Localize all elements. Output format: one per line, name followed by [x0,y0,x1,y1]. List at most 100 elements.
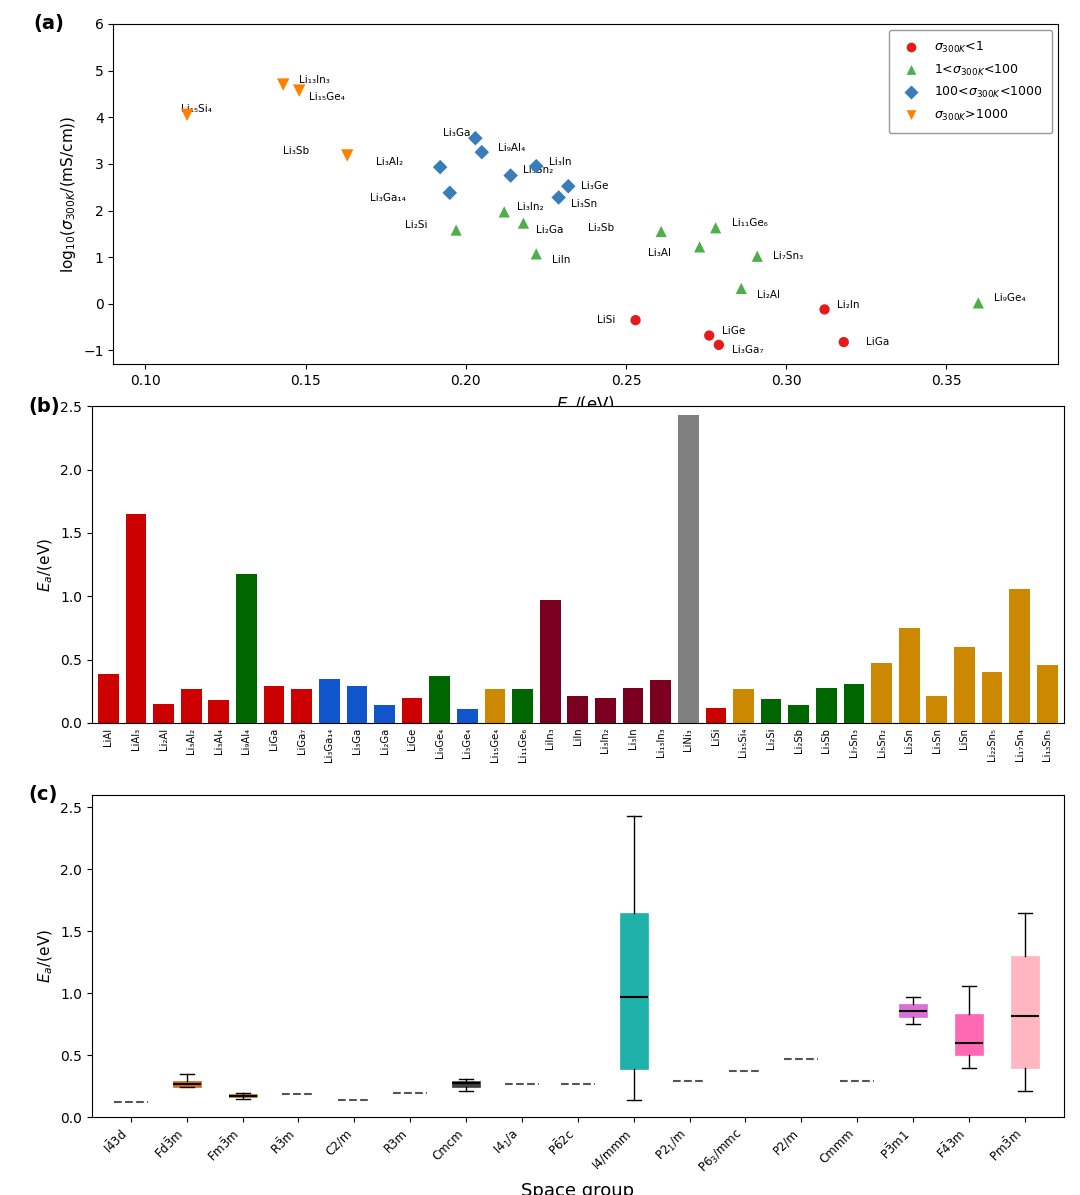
Bar [705,707,726,723]
Y-axis label: log$_{10}$($\sigma_{300K}$/(mS/cm)): log$_{10}$($\sigma_{300K}$/(mS/cm)) [58,116,78,272]
Text: Li₉Al₄: Li₉Al₄ [498,142,525,153]
PathPatch shape [955,1015,983,1055]
Bar [319,679,339,723]
Point [707,219,725,238]
Bar [595,698,616,723]
Bar [208,700,229,723]
PathPatch shape [173,1081,201,1086]
Text: Li₃In₂: Li₃In₂ [517,202,543,213]
Text: Li₂Ga: Li₂Ga [537,225,564,235]
Point [339,146,356,165]
Point [559,177,577,196]
Bar [125,514,146,723]
PathPatch shape [620,913,648,1068]
Text: LiGe: LiGe [723,326,745,336]
Bar [180,688,202,723]
Point [970,293,987,312]
Bar [457,709,477,723]
Text: (a): (a) [33,13,64,32]
Point [441,183,458,202]
Point [691,238,708,257]
Text: Li₁₅Ge₄: Li₁₅Ge₄ [309,92,345,102]
PathPatch shape [453,1080,480,1087]
Point [291,81,308,100]
Bar [733,688,754,723]
Point [626,311,644,330]
Text: Li₂In: Li₂In [837,300,860,310]
Point [447,221,464,240]
Text: Li₂Al: Li₂Al [757,290,780,300]
Bar [264,686,284,723]
Bar [788,705,809,723]
Text: Li₃In: Li₃In [549,157,571,166]
Text: Li₇Sn₃: Li₇Sn₃ [773,251,804,262]
Y-axis label: $E_a$/(eV): $E_a$/(eV) [36,538,54,592]
Text: Li₃Ga: Li₃Ga [444,128,471,137]
Point [528,157,545,176]
Text: (b): (b) [29,397,60,416]
Bar [567,697,589,723]
Bar [760,699,782,723]
Point [732,278,750,298]
Point [835,332,852,351]
Bar [540,600,561,723]
Point [711,336,728,355]
Bar [872,663,892,723]
Text: Li₂Sb: Li₂Sb [588,222,613,233]
Point [652,222,670,241]
Point [473,142,490,161]
Bar [816,687,837,723]
Point [274,75,292,94]
X-axis label: Space group: Space group [522,1182,634,1195]
Bar [623,687,644,723]
Point [432,158,449,177]
Point [528,244,545,263]
Bar [843,684,864,723]
Bar [954,646,975,723]
Text: LiGa: LiGa [866,337,890,347]
Point [701,326,718,345]
Bar [237,574,257,723]
Text: Li₁₃In₃: Li₁₃In₃ [299,75,330,85]
Y-axis label: $E_a$/(eV): $E_a$/(eV) [36,929,54,983]
Bar [347,686,367,723]
Bar [430,676,450,723]
Legend: $\sigma_{300K}$<1, 1<$\sigma_{300K}$<100, 100<$\sigma_{300K}$<1000, $\sigma_{300: $\sigma_{300K}$<1, 1<$\sigma_{300K}$<100… [889,30,1052,133]
Point [496,202,513,221]
Point [515,214,532,233]
Point [502,166,519,185]
X-axis label: $E_a$/(eV): $E_a$/(eV) [556,394,616,415]
Text: Li₅Sn₂: Li₅Sn₂ [524,165,554,174]
Text: Li₉Ge₄: Li₉Ge₄ [995,293,1026,304]
Bar [1037,664,1057,723]
Point [178,105,195,124]
PathPatch shape [229,1095,257,1097]
Text: (c): (c) [29,785,58,804]
Text: Li₁₅Si₄: Li₁₅Si₄ [180,104,212,114]
Text: Li₃Al₂: Li₃Al₂ [376,158,403,167]
Bar [927,697,947,723]
Text: Li₃Ga₁₄: Li₃Ga₁₄ [369,194,406,203]
PathPatch shape [1011,956,1039,1068]
Bar [1010,589,1030,723]
Bar [292,688,312,723]
Bar [153,704,174,723]
Bar [98,674,119,723]
Bar [982,673,1002,723]
Point [550,188,567,207]
Bar [374,705,395,723]
Point [815,300,833,319]
PathPatch shape [899,1004,927,1017]
Point [748,246,766,265]
Bar [485,688,505,723]
Text: Li₁₁Ge₆: Li₁₁Ge₆ [731,219,768,228]
Text: Li₃Ga₇: Li₃Ga₇ [731,345,764,355]
Text: Li₃Sn: Li₃Sn [571,200,597,209]
Text: LiSi: LiSi [597,315,616,325]
Text: Li₃Al: Li₃Al [648,249,672,258]
Point [467,129,484,148]
Bar [402,698,422,723]
Bar [678,415,699,723]
Text: Li₂Si: Li₂Si [405,220,428,231]
Bar [899,629,919,723]
